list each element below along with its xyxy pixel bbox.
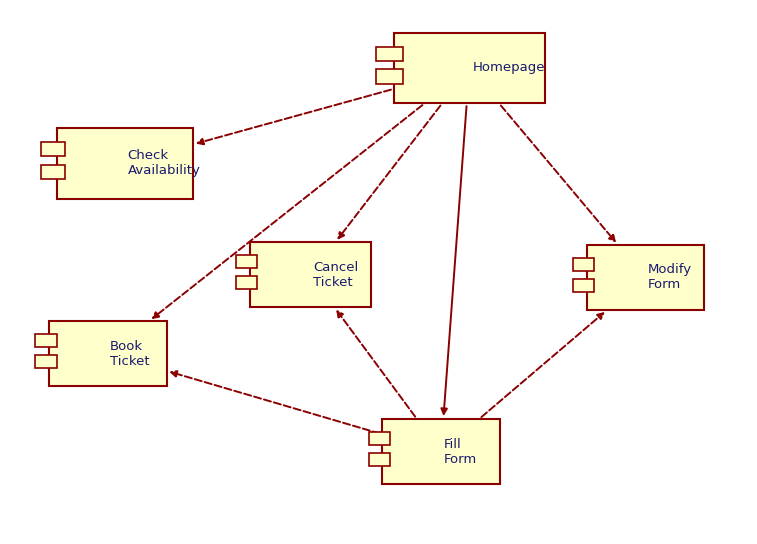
Text: Book
Ticket: Book Ticket bbox=[111, 339, 150, 368]
Bar bbox=[382, 419, 500, 484]
Bar bbox=[49, 321, 167, 386]
Text: Homepage: Homepage bbox=[472, 61, 545, 75]
Bar bbox=[235, 255, 257, 268]
Bar bbox=[57, 128, 193, 199]
Text: Modify
Form: Modify Form bbox=[648, 263, 692, 292]
Text: Fill
Form: Fill Form bbox=[444, 437, 477, 466]
Bar bbox=[394, 33, 545, 103]
Bar bbox=[587, 245, 704, 310]
Text: Cancel
Ticket: Cancel Ticket bbox=[313, 261, 358, 289]
Bar bbox=[250, 242, 371, 307]
Bar bbox=[36, 355, 57, 368]
Bar bbox=[376, 47, 403, 61]
Bar bbox=[573, 279, 594, 292]
Bar bbox=[36, 334, 57, 347]
Bar bbox=[376, 70, 403, 84]
Bar bbox=[41, 165, 65, 179]
Text: Check
Availability: Check Availability bbox=[128, 149, 201, 177]
Bar bbox=[235, 276, 257, 289]
Bar bbox=[573, 258, 594, 271]
Bar bbox=[369, 432, 390, 445]
Bar bbox=[369, 453, 390, 466]
Bar bbox=[41, 142, 65, 156]
